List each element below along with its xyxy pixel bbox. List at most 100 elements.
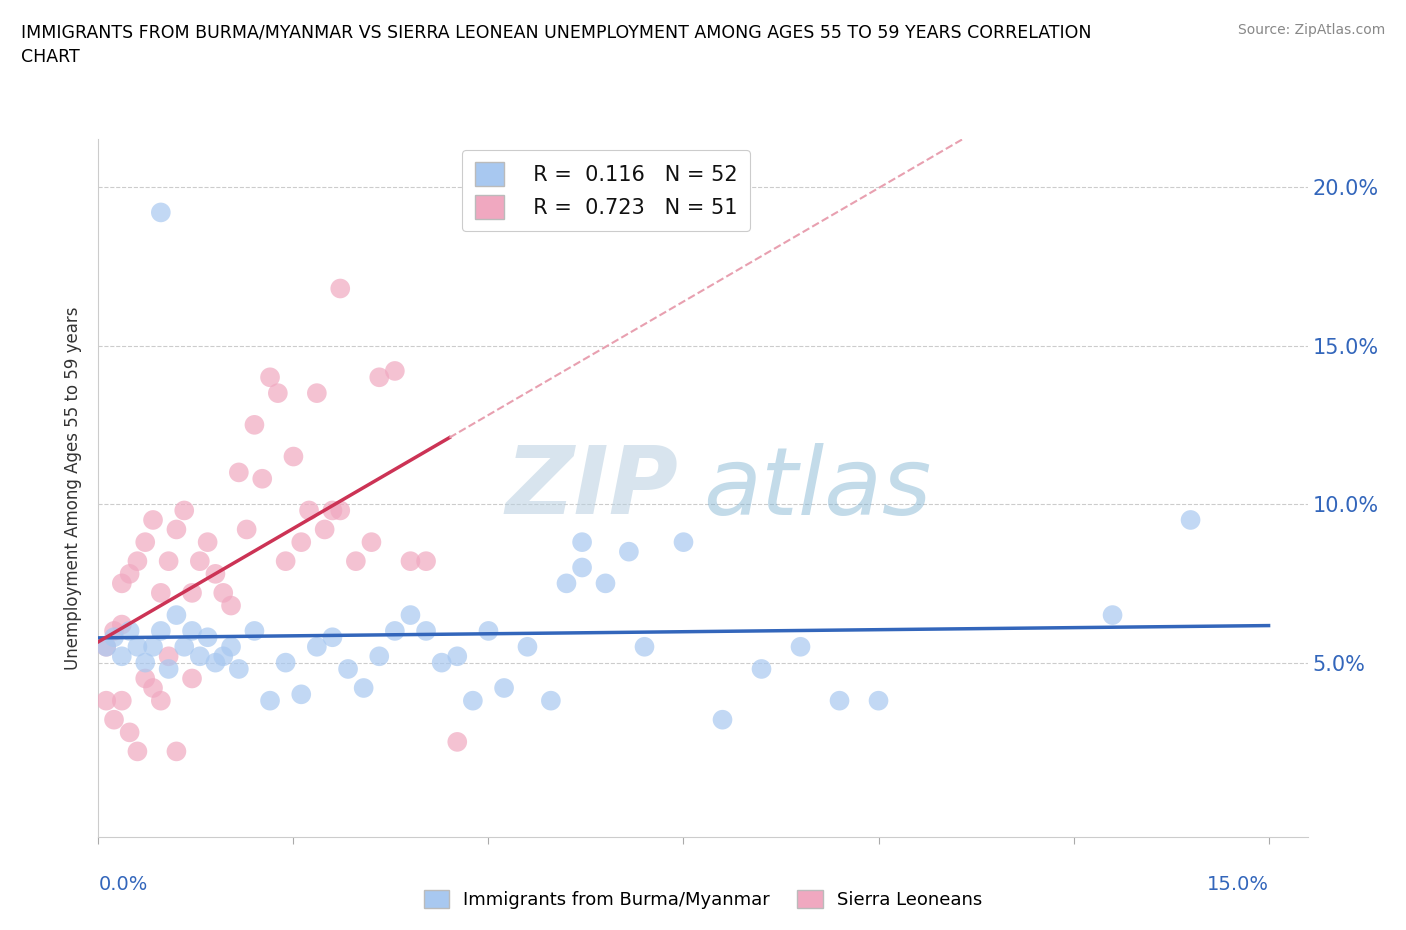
- Point: [290, 687, 312, 702]
- Point: [165, 522, 187, 537]
- Point: [711, 712, 734, 727]
- Point: [111, 618, 134, 632]
- Point: [165, 744, 187, 759]
- Point: [149, 623, 172, 638]
- Point: [197, 630, 219, 644]
- Point: [103, 623, 125, 638]
- Point: [1101, 607, 1123, 622]
- Point: [672, 535, 695, 550]
- Point: [103, 630, 125, 644]
- Point: [617, 544, 640, 559]
- Point: [118, 623, 141, 638]
- Point: [595, 576, 617, 591]
- Point: [212, 649, 235, 664]
- Point: [446, 735, 468, 750]
- Point: [173, 503, 195, 518]
- Point: [828, 693, 851, 708]
- Point: [235, 522, 257, 537]
- Legend:   R =  0.116   N = 52,   R =  0.723   N = 51: R = 0.116 N = 52, R = 0.723 N = 51: [463, 150, 751, 232]
- Point: [314, 522, 336, 537]
- Text: CHART: CHART: [21, 48, 80, 66]
- Point: [204, 655, 226, 670]
- Point: [118, 566, 141, 581]
- Point: [149, 586, 172, 601]
- Point: [197, 535, 219, 550]
- Point: [259, 370, 281, 385]
- Point: [142, 681, 165, 696]
- Point: [384, 364, 406, 379]
- Point: [290, 535, 312, 550]
- Point: [103, 712, 125, 727]
- Text: IMMIGRANTS FROM BURMA/MYANMAR VS SIERRA LEONEAN UNEMPLOYMENT AMONG AGES 55 TO 59: IMMIGRANTS FROM BURMA/MYANMAR VS SIERRA …: [21, 23, 1091, 41]
- Point: [415, 623, 437, 638]
- Point: [259, 693, 281, 708]
- Point: [165, 607, 187, 622]
- Point: [149, 693, 172, 708]
- Point: [252, 472, 274, 486]
- Point: [633, 639, 655, 654]
- Point: [181, 623, 204, 638]
- Y-axis label: Unemployment Among Ages 55 to 59 years: Unemployment Among Ages 55 to 59 years: [65, 307, 83, 670]
- Point: [118, 725, 141, 740]
- Point: [157, 649, 180, 664]
- Point: [134, 655, 156, 670]
- Point: [329, 503, 352, 518]
- Point: [157, 661, 180, 676]
- Point: [134, 535, 156, 550]
- Point: [305, 386, 328, 401]
- Point: [228, 661, 250, 676]
- Text: ZIP: ZIP: [506, 443, 679, 534]
- Text: atlas: atlas: [703, 443, 931, 534]
- Point: [384, 623, 406, 638]
- Point: [494, 681, 516, 696]
- Text: 0.0%: 0.0%: [98, 875, 148, 894]
- Text: Source: ZipAtlas.com: Source: ZipAtlas.com: [1237, 23, 1385, 37]
- Point: [111, 693, 134, 708]
- Point: [96, 639, 118, 654]
- Point: [111, 649, 134, 664]
- Point: [446, 649, 468, 664]
- Point: [540, 693, 562, 708]
- Point: [142, 639, 165, 654]
- Point: [477, 623, 499, 638]
- Point: [555, 576, 578, 591]
- Legend: Immigrants from Burma/Myanmar, Sierra Leoneans: Immigrants from Burma/Myanmar, Sierra Le…: [416, 883, 990, 916]
- Point: [415, 553, 437, 568]
- Point: [243, 623, 266, 638]
- Point: [344, 553, 367, 568]
- Point: [368, 370, 391, 385]
- Point: [274, 655, 297, 670]
- Point: [430, 655, 453, 670]
- Point: [461, 693, 484, 708]
- Point: [188, 649, 211, 664]
- Point: [96, 693, 118, 708]
- Point: [96, 639, 118, 654]
- Point: [219, 639, 242, 654]
- Point: [228, 465, 250, 480]
- Point: [751, 661, 773, 676]
- Point: [399, 553, 422, 568]
- Point: [516, 639, 538, 654]
- Point: [188, 553, 211, 568]
- Point: [868, 693, 890, 708]
- Point: [274, 553, 297, 568]
- Point: [329, 281, 352, 296]
- Point: [142, 512, 165, 527]
- Point: [283, 449, 305, 464]
- Point: [134, 671, 156, 686]
- Point: [243, 418, 266, 432]
- Point: [353, 681, 375, 696]
- Point: [360, 535, 382, 550]
- Text: 15.0%: 15.0%: [1206, 875, 1268, 894]
- Point: [157, 553, 180, 568]
- Point: [181, 586, 204, 601]
- Point: [571, 560, 593, 575]
- Point: [305, 639, 328, 654]
- Point: [1180, 512, 1202, 527]
- Point: [368, 649, 391, 664]
- Point: [399, 607, 422, 622]
- Point: [127, 639, 149, 654]
- Point: [219, 598, 242, 613]
- Point: [111, 576, 134, 591]
- Point: [267, 386, 290, 401]
